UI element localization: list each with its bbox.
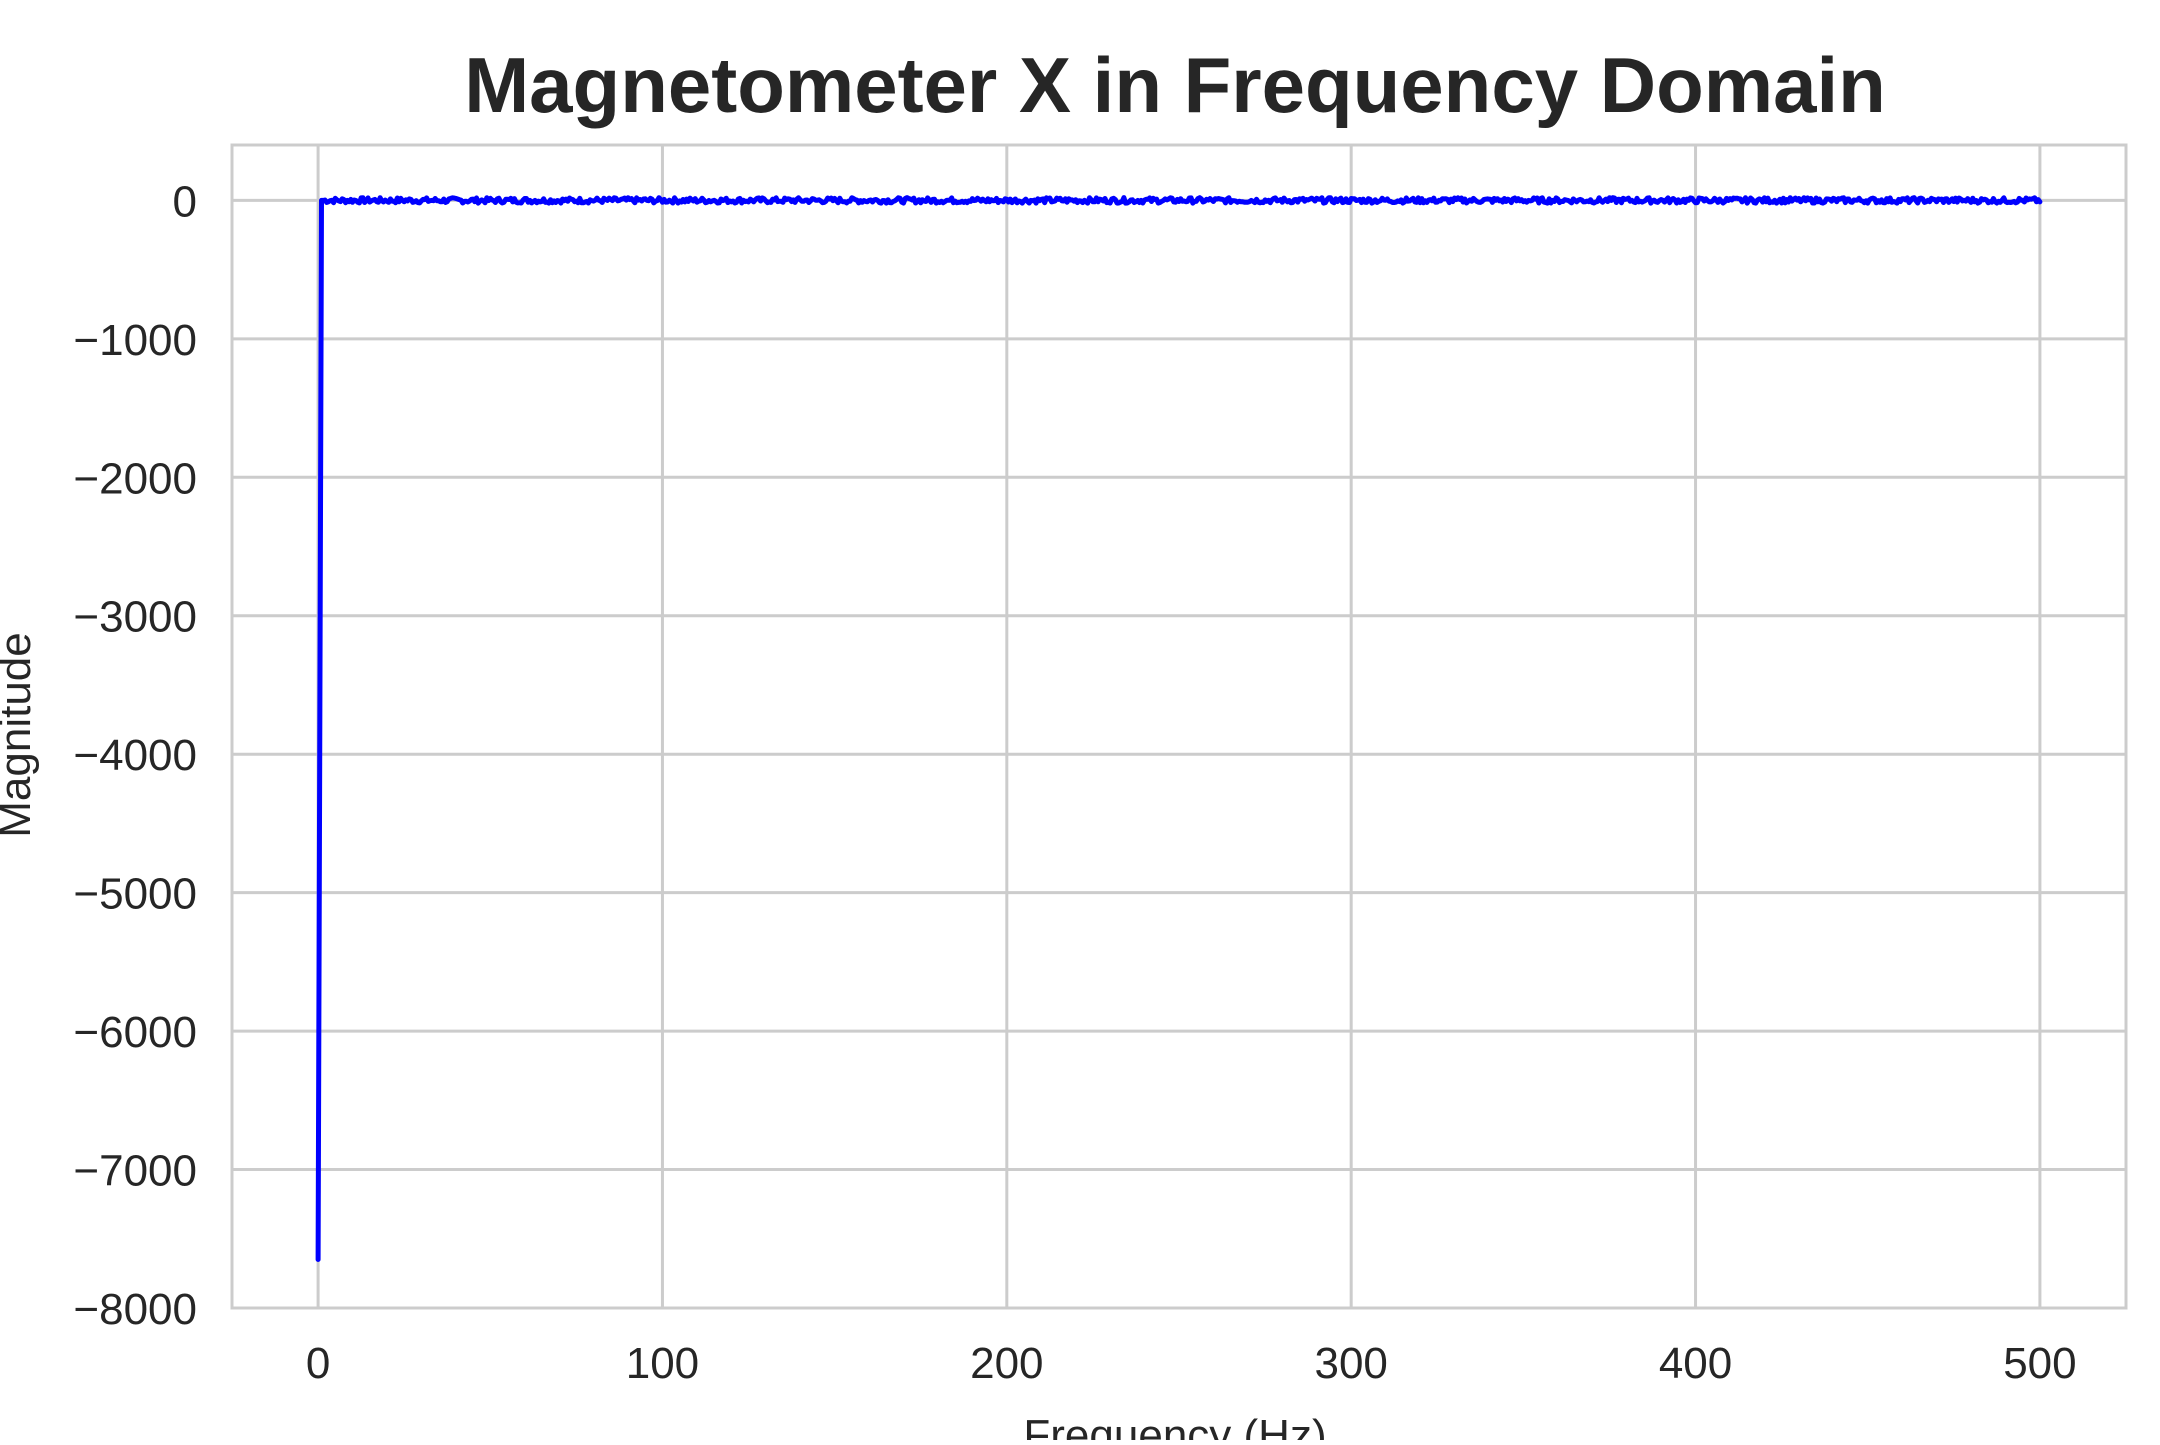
y-tick-labels: 0 −1000 −2000 −3000 −4000 −5000 −6000 −7000 −800…	[73, 177, 197, 1334]
y-tick-label: −8000	[73, 1285, 197, 1334]
x-axis-label: Frequency (Hz)	[1023, 1411, 1326, 1440]
x-tick-label: 500	[2003, 1339, 2076, 1388]
y-tick-label: 0	[173, 177, 197, 226]
grid	[232, 145, 2126, 1310]
y-tick-label: −4000	[73, 731, 197, 780]
y-tick-label: −2000	[73, 454, 197, 503]
y-tick-label: −1000	[73, 316, 197, 365]
y-tick-label: −5000	[73, 870, 197, 919]
x-tick-label: 200	[970, 1339, 1043, 1388]
x-tick-labels: 0 100 200 300 400 500	[306, 1339, 2077, 1388]
y-tick-label: −3000	[73, 593, 197, 642]
chart-title: Magnetometer X in Frequency Domain	[464, 41, 1886, 129]
x-tick-label: 0	[306, 1339, 330, 1388]
x-tick-label: 300	[1314, 1339, 1387, 1388]
x-tick-label: 100	[626, 1339, 699, 1388]
y-axis-label: Magnitude	[0, 632, 40, 837]
y-tick-label: −7000	[73, 1147, 197, 1196]
plot-frame	[230, 143, 2128, 1310]
x-tick-label: 400	[1659, 1339, 1732, 1388]
series-line	[315, 195, 2043, 1262]
y-tick-label: −6000	[73, 1008, 197, 1057]
